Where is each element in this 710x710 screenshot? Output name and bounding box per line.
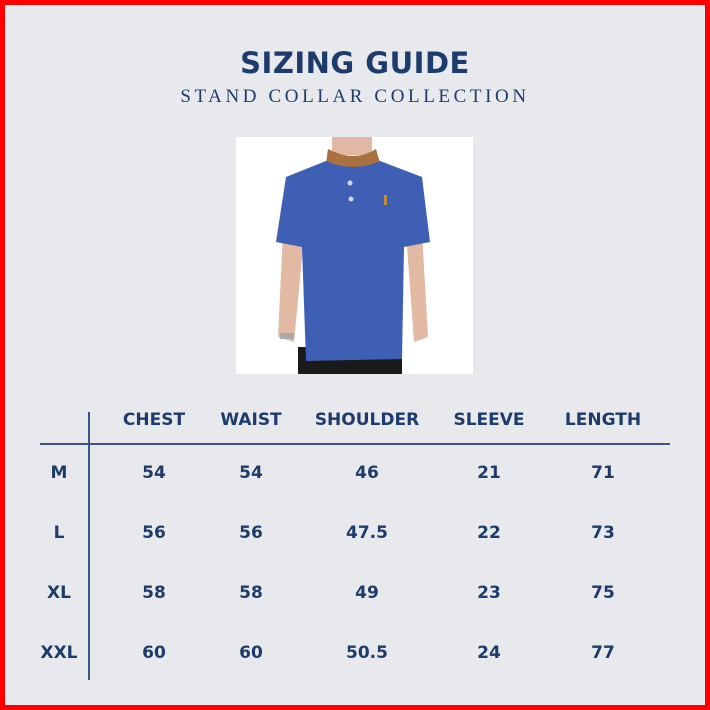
measurement-cell: 73	[591, 523, 615, 543]
measurement-cell: 47.5	[346, 523, 388, 543]
measurement-cell: 22	[477, 523, 501, 543]
measurement-cell: 56	[142, 523, 166, 543]
measurement-cell: 75	[591, 583, 615, 603]
measurement-cell: 23	[477, 583, 501, 603]
measurement-cell: 60	[142, 643, 166, 663]
page-subtitle: STAND COLLAR COLLECTION	[180, 86, 530, 107]
page-title: SIZING GUIDE	[240, 46, 470, 80]
size-label: L	[53, 523, 65, 543]
measurement-cell: 24	[477, 643, 501, 663]
column-header-shoulder: SHOULDER	[314, 410, 420, 430]
measurement-cell: 21	[477, 463, 501, 483]
column-header-sleeve: SLEEVE	[453, 410, 525, 430]
measurement-cell: 49	[355, 583, 379, 603]
measurement-cell: 71	[591, 463, 615, 483]
measurement-cell: 60	[239, 643, 263, 663]
table-size-divider	[88, 412, 90, 680]
size-label: M	[50, 463, 68, 483]
measurement-cell: 58	[239, 583, 263, 603]
measurement-cell: 58	[142, 583, 166, 603]
product-image	[236, 137, 473, 374]
measurement-cell: 77	[591, 643, 615, 663]
measurement-cell: 46	[355, 463, 379, 483]
measurement-cell: 54	[239, 463, 263, 483]
measurement-cell: 56	[239, 523, 263, 543]
size-label: XL	[47, 583, 71, 603]
size-label: XXL	[40, 643, 78, 663]
polo-shirt-icon	[236, 137, 473, 374]
measurement-cell: 50.5	[346, 643, 388, 663]
column-header-waist: WAIST	[220, 410, 282, 430]
column-header-length: LENGTH	[564, 410, 642, 430]
measurement-cell: 54	[142, 463, 166, 483]
column-header-chest: CHEST	[122, 410, 186, 430]
table-header-divider	[40, 443, 670, 445]
